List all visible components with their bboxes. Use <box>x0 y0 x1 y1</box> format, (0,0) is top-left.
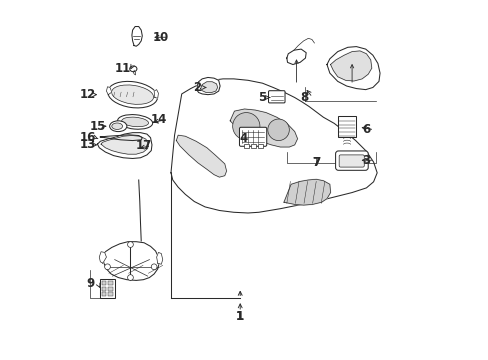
Text: 6: 6 <box>362 123 370 136</box>
Text: 10: 10 <box>153 31 169 44</box>
Bar <box>100 279 115 298</box>
Ellipse shape <box>107 81 157 108</box>
Circle shape <box>127 242 133 247</box>
Polygon shape <box>326 46 379 90</box>
Bar <box>102 287 106 291</box>
FancyBboxPatch shape <box>339 155 364 167</box>
Bar <box>108 287 113 291</box>
Ellipse shape <box>109 121 126 132</box>
Text: 14: 14 <box>150 113 166 126</box>
Text: 16: 16 <box>79 131 96 144</box>
Text: 5: 5 <box>257 91 265 104</box>
Text: 11: 11 <box>115 62 131 75</box>
Ellipse shape <box>122 117 148 127</box>
Polygon shape <box>330 51 371 81</box>
Text: 8: 8 <box>300 91 308 104</box>
Bar <box>250 144 255 148</box>
Ellipse shape <box>118 114 152 129</box>
Polygon shape <box>197 77 220 95</box>
Polygon shape <box>201 82 217 93</box>
Ellipse shape <box>118 144 138 152</box>
Polygon shape <box>286 49 305 64</box>
Bar <box>338 116 355 137</box>
Polygon shape <box>102 242 159 280</box>
Polygon shape <box>106 87 112 95</box>
Polygon shape <box>284 179 330 205</box>
Ellipse shape <box>112 123 122 130</box>
Bar <box>102 281 106 285</box>
Circle shape <box>127 275 133 280</box>
FancyBboxPatch shape <box>239 127 266 146</box>
Polygon shape <box>132 27 142 46</box>
Polygon shape <box>154 90 158 98</box>
Text: 4: 4 <box>239 132 247 145</box>
Polygon shape <box>176 135 226 177</box>
Polygon shape <box>156 252 163 264</box>
Polygon shape <box>100 135 142 140</box>
Text: 1: 1 <box>236 310 244 324</box>
Circle shape <box>232 113 260 140</box>
Text: 12: 12 <box>79 88 95 101</box>
Ellipse shape <box>111 85 153 104</box>
FancyBboxPatch shape <box>268 91 285 103</box>
Text: 17: 17 <box>135 139 151 152</box>
Text: 7: 7 <box>311 156 320 169</box>
Polygon shape <box>101 135 148 154</box>
Bar <box>102 292 106 296</box>
Text: 1: 1 <box>236 310 244 324</box>
Bar <box>244 144 248 148</box>
Bar <box>108 281 113 285</box>
Polygon shape <box>171 79 376 213</box>
Polygon shape <box>97 133 152 158</box>
Polygon shape <box>230 109 297 147</box>
Bar <box>258 144 263 148</box>
Text: 15: 15 <box>89 120 105 133</box>
Text: 13: 13 <box>79 138 95 151</box>
Text: 7: 7 <box>311 156 320 169</box>
Circle shape <box>267 119 289 140</box>
Text: 2: 2 <box>193 81 201 94</box>
Text: 3: 3 <box>362 154 370 167</box>
Circle shape <box>151 264 157 270</box>
Ellipse shape <box>129 66 137 72</box>
FancyBboxPatch shape <box>335 151 367 170</box>
Bar <box>108 292 113 296</box>
Polygon shape <box>99 252 106 263</box>
Text: 9: 9 <box>86 278 94 291</box>
Circle shape <box>104 264 110 270</box>
